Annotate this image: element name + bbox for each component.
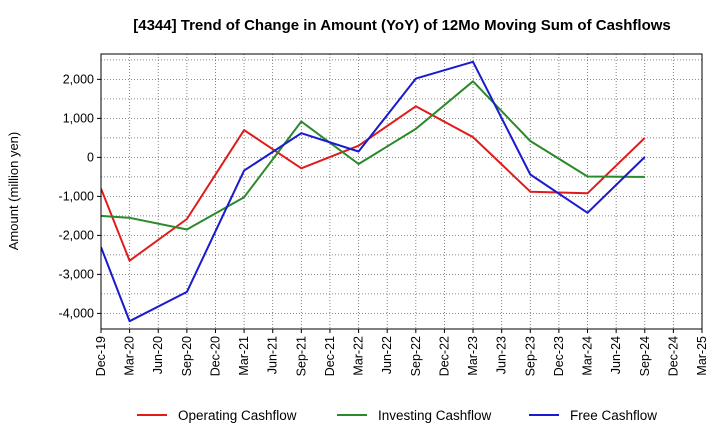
legend-label: Operating Cashflow xyxy=(178,408,297,423)
x-tick-label: Mar-21 xyxy=(237,336,251,376)
y-axis-label: Amount (million yen) xyxy=(6,132,21,251)
x-tick-label: Sep-21 xyxy=(294,336,308,376)
x-tick-label: Mar-24 xyxy=(581,336,595,376)
axis-ticks: Dec-19 Mar-20 Jun-20 Sep-20 Dec-20 Mar-21 Jun-… xyxy=(59,72,709,376)
x-tick-label: Sep-23 xyxy=(523,336,537,376)
x-tick-label: Mar-25 xyxy=(695,336,709,376)
x-tick-label: Dec-20 xyxy=(208,336,222,376)
y-tick-label: -3,000 xyxy=(59,267,94,281)
legend-label: Free Cashflow xyxy=(570,408,657,423)
x-tick-label: Mar-23 xyxy=(466,336,480,376)
series-lines xyxy=(101,60,646,323)
x-tick-label: Jun-24 xyxy=(609,336,623,374)
legend-label: Investing Cashflow xyxy=(378,408,492,423)
plot-area-frame xyxy=(100,53,703,330)
y-tick-label: -2,000 xyxy=(59,228,94,242)
x-tick-label: Sep-20 xyxy=(180,336,194,376)
x-tick-label: Jun-22 xyxy=(380,336,394,374)
chart-title: [4344] Trend of Change in Amount (YoY) o… xyxy=(133,17,671,34)
y-tick-label: 0 xyxy=(87,150,94,164)
x-tick-label: Jun-21 xyxy=(266,336,280,374)
series-line-operating-cashflow xyxy=(101,105,646,262)
legend: Operating Cashflow Investing Cashflow Free… xyxy=(137,408,657,423)
x-tick-label: Sep-24 xyxy=(638,336,652,376)
y-tick-label: 1,000 xyxy=(63,111,94,125)
y-tick-label: -4,000 xyxy=(59,306,94,320)
x-tick-label: Dec-24 xyxy=(666,336,680,376)
x-tick-label: Mar-20 xyxy=(123,336,137,376)
x-tick-label: Dec-21 xyxy=(323,336,337,376)
y-tick-label: -1,000 xyxy=(59,189,94,203)
x-tick-label: Mar-22 xyxy=(352,336,366,376)
x-tick-label: Dec-22 xyxy=(437,336,451,376)
x-tick-label: Jun-23 xyxy=(495,336,509,374)
x-tick-label: Dec-23 xyxy=(552,336,566,376)
x-tick-label: Sep-22 xyxy=(409,336,423,376)
x-tick-label: Dec-19 xyxy=(94,336,108,376)
x-tick-label: Jun-20 xyxy=(151,336,165,374)
series-line-free-cashflow xyxy=(101,60,646,323)
series-line-investing-cashflow xyxy=(101,80,645,231)
y-tick-label: 2,000 xyxy=(63,72,94,86)
